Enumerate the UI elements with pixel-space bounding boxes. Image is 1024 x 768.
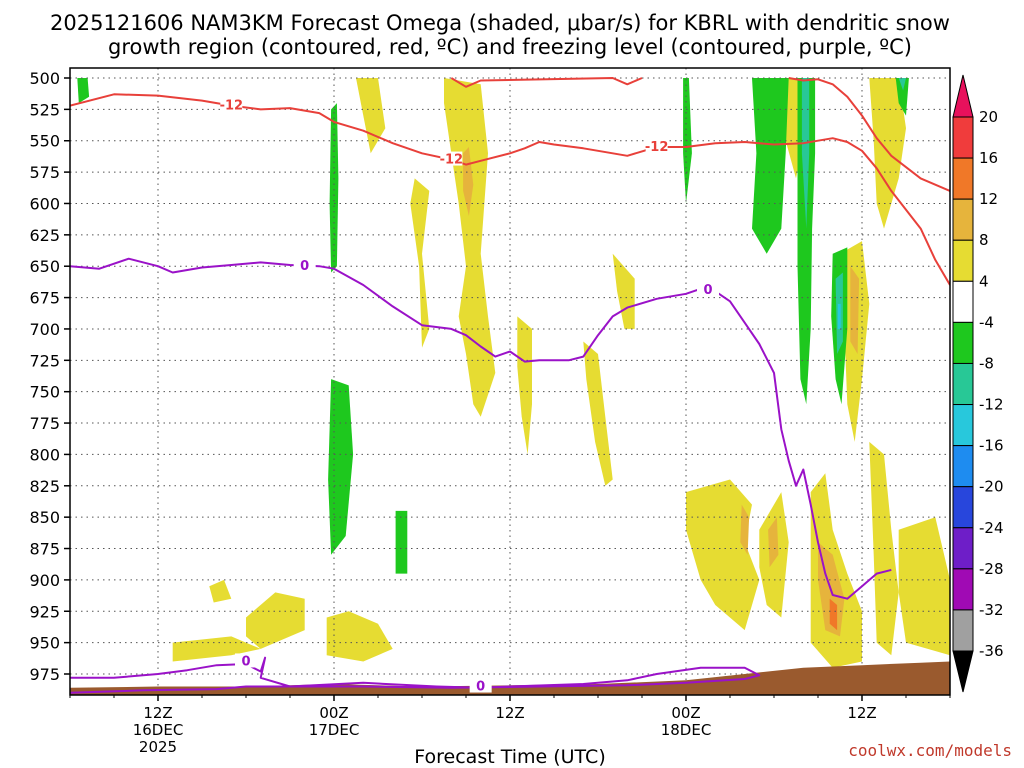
chart-title-line2: growth region (contoured, red, ºC) and f…: [108, 35, 912, 59]
contour-label: 0: [476, 680, 485, 695]
colorbar-tick-label: -32: [979, 601, 1004, 619]
y-tick-label: 675: [29, 289, 60, 308]
omega-cross-section-chart: 2025121606 NAM3KM Forecast Omega (shaded…: [0, 0, 1024, 768]
colorbar-box: [953, 363, 973, 404]
y-tick-label: 750: [29, 383, 60, 402]
contour-label: 0: [241, 654, 250, 669]
y-tick-label: 925: [29, 602, 60, 621]
y-tick-label: 550: [29, 132, 60, 151]
contour-label: -12: [645, 140, 669, 155]
y-axis: 500 525 550 575 600 625 650 675 700 725 750 775 800 8…: [29, 69, 70, 684]
y-tick-label: 850: [29, 508, 60, 527]
y-tick-label: 825: [29, 477, 60, 496]
colorbar-box: [953, 446, 973, 487]
colorbar-tick-label: 16: [979, 149, 998, 167]
y-tick-label: 625: [29, 226, 60, 245]
colorbar-box: [953, 569, 973, 610]
x-tick-label: 17DEC: [309, 721, 360, 739]
colorbar-tick-label: 12: [979, 190, 998, 208]
colorbar-tick-label: -20: [979, 478, 1004, 496]
colorbar-box: [953, 117, 973, 158]
y-tick-label: 575: [29, 163, 60, 182]
colorbar-box: [953, 158, 973, 199]
colorbar-tick-label: -24: [979, 519, 1004, 537]
y-tick-label: 600: [29, 194, 60, 213]
y-tick-label: 500: [29, 69, 60, 88]
x-axis-label: Forecast Time (UTC): [414, 746, 605, 768]
y-tick-label: 975: [29, 665, 60, 684]
y-tick-label: 525: [29, 100, 60, 119]
omega-area: [396, 511, 408, 574]
colorbar: 20 16 12 8 4 -4 -8 -12 -16 -20 -24 -28 -32 -36: [953, 75, 1004, 692]
colorbar-tick-label: 20: [979, 108, 998, 126]
chart-title-line1: 2025121606 NAM3KM Forecast Omega (shaded…: [50, 11, 950, 35]
colorbar-tick-label: -12: [979, 396, 1004, 414]
omega-area: [838, 304, 841, 329]
x-tick-label: 00Z: [319, 704, 348, 722]
colorbar-bottom-triangle: [953, 651, 973, 692]
y-tick-label: 700: [29, 320, 60, 339]
colorbar-tick-label: -28: [979, 560, 1004, 578]
colorbar-box: [953, 405, 973, 446]
contour-label: 0: [703, 283, 712, 298]
colorbar-box: [953, 322, 973, 363]
colorbar-tick-label: -4: [979, 313, 994, 331]
y-tick-label: 900: [29, 571, 60, 590]
colorbar-box: [953, 528, 973, 569]
x-tick-label: 12Z: [143, 704, 172, 722]
colorbar-box: [953, 199, 973, 240]
y-tick-label: 775: [29, 414, 60, 433]
colorbar-tick-label: -36: [979, 642, 1004, 660]
y-tick-label: 800: [29, 445, 60, 464]
colorbar-box: [953, 281, 973, 322]
colorbar-tick-label: 8: [979, 231, 989, 249]
y-tick-label: 950: [29, 634, 60, 653]
colorbar-tick-label: -16: [979, 437, 1004, 455]
colorbar-box: [953, 240, 973, 281]
contour-label: 0: [300, 259, 309, 274]
colorbar-box: [953, 610, 973, 651]
contour-label: -12: [220, 99, 244, 114]
colorbar-top-triangle: [953, 75, 973, 117]
x-tick-label: 00Z: [671, 704, 700, 722]
contour-label: -12: [440, 153, 464, 168]
x-tick-label: 2025: [139, 738, 177, 756]
colorbar-tick-label: -8: [979, 354, 994, 372]
x-tick-label: 12Z: [847, 704, 876, 722]
y-tick-label: 725: [29, 351, 60, 370]
colorbar-tick-label: 4: [979, 272, 989, 290]
omega-area: [850, 266, 859, 354]
credit-text: coolwx.com/models: [848, 741, 1012, 760]
x-tick-label: 16DEC: [133, 721, 184, 739]
y-tick-label: 875: [29, 540, 60, 559]
x-tick-label: 18DEC: [661, 721, 712, 739]
y-tick-label: 650: [29, 257, 60, 276]
x-tick-label: 12Z: [495, 704, 524, 722]
colorbar-box: [953, 487, 973, 528]
